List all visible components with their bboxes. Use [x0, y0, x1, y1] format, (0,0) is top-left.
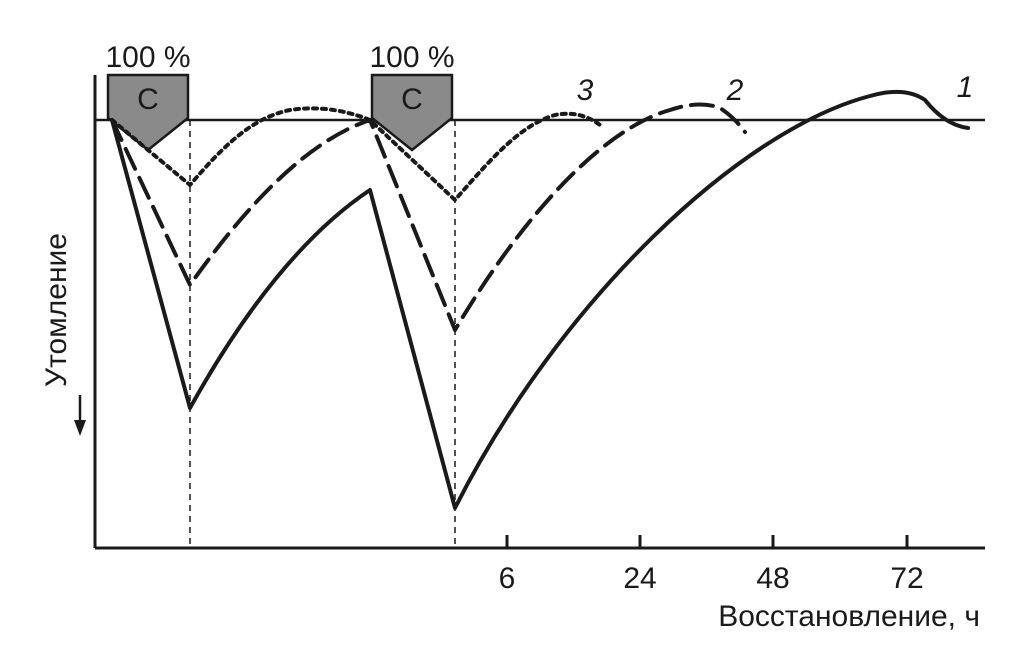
- marker-label: С: [401, 83, 423, 116]
- y-axis-label: Утомление: [40, 233, 73, 387]
- load-label: 100 %: [105, 41, 190, 74]
- axes: [78, 75, 985, 550]
- curve-label: 2: [726, 74, 744, 107]
- load-label: 100 %: [369, 41, 454, 74]
- x-tick-label: 6: [499, 562, 516, 595]
- curve-3: [110, 106, 602, 202]
- x-tick-label: 24: [623, 562, 656, 595]
- curve-1: [110, 89, 970, 510]
- x-tick-label: 72: [890, 562, 923, 595]
- marker-label: С: [137, 83, 159, 116]
- curve-label: 1: [957, 71, 974, 104]
- x-tick-label: 48: [756, 562, 789, 595]
- curve-2: [110, 102, 747, 332]
- x-axis-label: Восстановление, ч: [718, 600, 980, 633]
- curve-label: 3: [577, 74, 594, 107]
- y-arrow-head: [74, 420, 86, 436]
